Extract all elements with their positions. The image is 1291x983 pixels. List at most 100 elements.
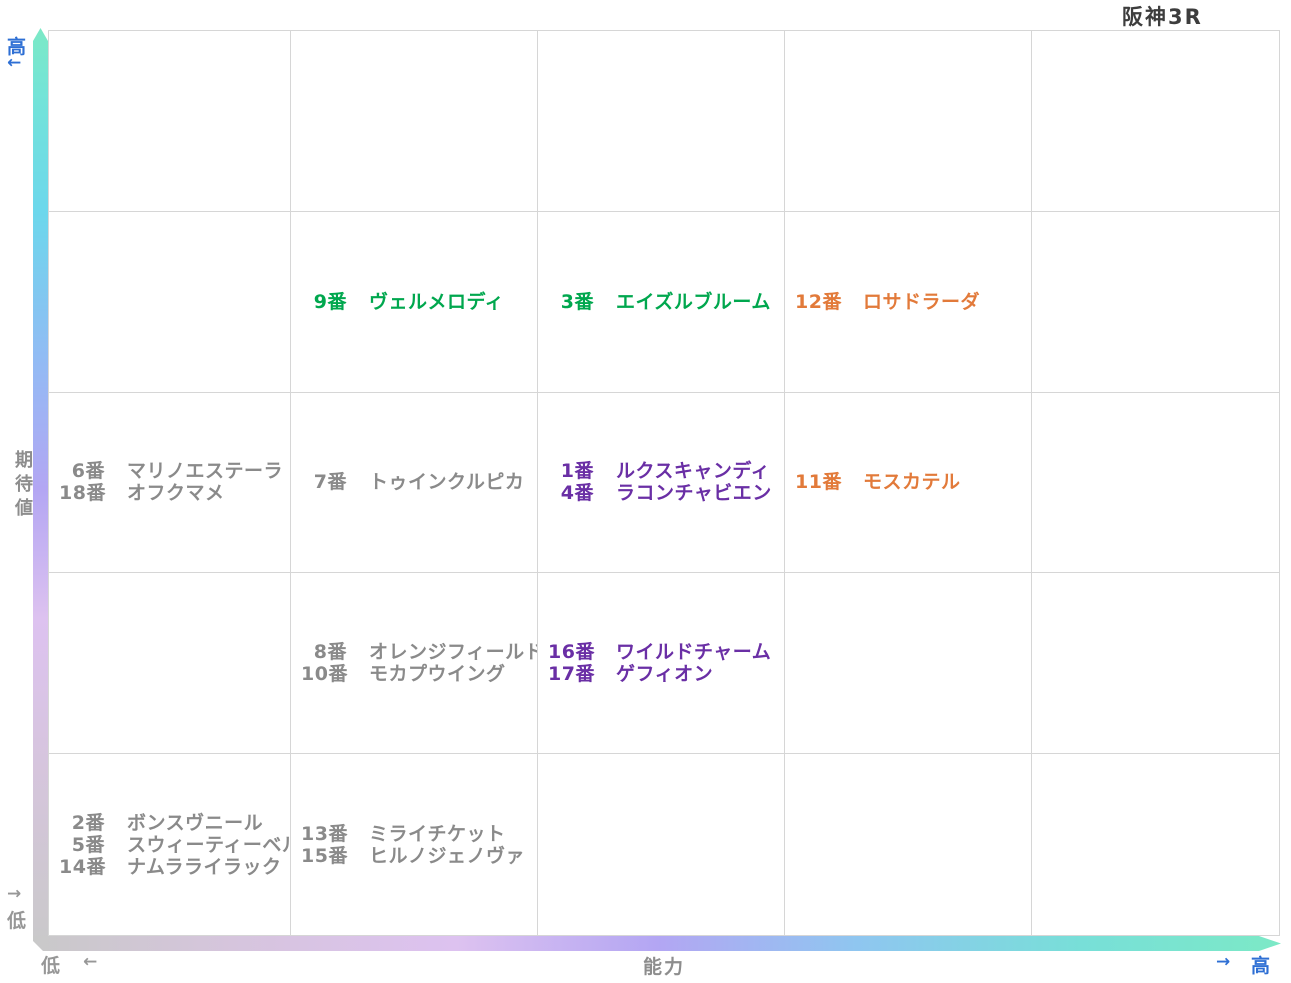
- grid-cell-r4c3: 16番 ワイルドチャーム 17番 ゲフィオン: [538, 573, 785, 755]
- horse-number: 6番: [71, 460, 105, 483]
- x-axis-title: 能力: [642, 956, 685, 978]
- grid-cell-r5c1: 2番 ボンスヴニール 5番 スウィーティーベル 14番 ナムラライラック: [49, 754, 291, 935]
- horse-number: 2番: [71, 811, 105, 834]
- x-axis-right-arrow-icon: →: [1216, 952, 1231, 972]
- grid-cell-r3c4: 11番 モスカテル: [785, 392, 1032, 574]
- horse-group: 11番 モスカテル: [795, 471, 1031, 493]
- page-title: 阪神3R: [1122, 5, 1203, 29]
- horse-group: 12番 ロサドラーダ: [795, 291, 1031, 313]
- grid-cell-r1c2: [291, 31, 538, 212]
- y-axis-title: 期待値: [12, 450, 33, 522]
- grid-cell-r2c3: 3番 エイズルブルーム: [538, 211, 785, 393]
- horse-name: ワイルドチャーム: [616, 641, 772, 664]
- grid: 9番 ヴェルメロディ 3番 エイズルブルーム 12番 ロサドラーダ 6番 マリノエステーラ 18…: [48, 30, 1280, 936]
- grid-cell-r5c2: 13番 ミライチケット 15番 ヒルノジェノヴァ: [291, 754, 538, 935]
- horse-group: 13番 ミライチケット 15番 ヒルノジェノヴァ: [301, 823, 537, 867]
- horse-number: 15番: [301, 844, 348, 867]
- horse-entry: 10番 モカプウイング: [301, 663, 537, 685]
- grid-cell-r1c1: [49, 31, 291, 212]
- grid-cell-r2c1: [49, 211, 291, 393]
- horse-number: 16番: [548, 641, 595, 664]
- grid-cell-r4c2: 8番 オレンジフィールド 10番 モカプウイング: [291, 573, 538, 755]
- horse-name: オレンジフィールド: [369, 641, 538, 664]
- horse-name: ロサドラーダ: [863, 290, 981, 313]
- horse-entry: 11番 モスカテル: [795, 471, 1031, 493]
- horse-name: スウィーティーベル: [127, 833, 291, 856]
- grid-cell-r4c1: [49, 573, 291, 755]
- horse-entry: 7番 トゥインクルピカ: [301, 471, 537, 493]
- horse-entry: 1番 ルクスキャンディ: [548, 460, 784, 482]
- horse-entry: 6番 マリノエステーラ: [59, 460, 290, 482]
- horse-name: ボンスヴニール: [127, 811, 264, 834]
- horse-entry: 13番 ミライチケット: [301, 823, 537, 845]
- horse-number: 8番: [313, 641, 347, 664]
- horse-group: 9番 ヴェルメロディ: [301, 291, 537, 313]
- y-axis-up-arrow-icon: ←: [7, 53, 22, 73]
- grid-cell-r5c4: [785, 754, 1032, 935]
- horse-entry: 12番 ロサドラーダ: [795, 291, 1031, 313]
- horse-name: モスカテル: [863, 471, 961, 494]
- horse-number: 5番: [71, 833, 105, 856]
- horse-name: ヴェルメロディ: [369, 290, 505, 313]
- horse-group: 16番 ワイルドチャーム 17番 ゲフィオン: [548, 641, 784, 685]
- horse-entry: 8番 オレンジフィールド: [301, 641, 537, 663]
- horse-name: ゲフィオン: [616, 663, 714, 686]
- horse-entry: 5番 スウィーティーベル: [59, 834, 290, 856]
- grid-cell-r3c1: 6番 マリノエステーラ 18番 オフクマメ: [49, 392, 291, 574]
- x-axis-high-label: 高: [1251, 955, 1271, 977]
- horse-entry: 15番 ヒルノジェノヴァ: [301, 845, 537, 867]
- horse-entry: 16番 ワイルドチャーム: [548, 641, 784, 663]
- grid-cell-r3c5: [1032, 393, 1279, 574]
- horse-group: 8番 オレンジフィールド 10番 モカプウイング: [301, 641, 537, 685]
- horse-name: オフクマメ: [127, 482, 225, 505]
- horse-number: 17番: [548, 663, 595, 686]
- axis-corner-bevel: [33, 941, 43, 951]
- y-axis-high-label: 高: [7, 36, 27, 58]
- grid-cell-r2c4: 12番 ロサドラーダ: [785, 211, 1032, 393]
- grid-cell-r4c5: [1032, 573, 1279, 755]
- grid-cell-r3c3: 1番 ルクスキャンディ 4番 ラコンチャビエン: [538, 392, 785, 574]
- grid-cell-r5c3: [538, 754, 785, 935]
- y-axis-low-label: 低: [7, 910, 27, 932]
- grid-cell-r1c4: [785, 31, 1032, 212]
- horse-entry: 2番 ボンスヴニール: [59, 812, 290, 834]
- grid-cell-r1c5: [1032, 31, 1279, 212]
- horse-group: 2番 ボンスヴニール 5番 スウィーティーベル 14番 ナムラライラック: [59, 812, 290, 878]
- horse-number: 11番: [795, 471, 842, 494]
- horse-number: 14番: [59, 855, 106, 878]
- horse-name: ヒルノジェノヴァ: [369, 844, 526, 867]
- horse-name: ミライチケット: [369, 822, 506, 845]
- horse-entry: 9番 ヴェルメロディ: [301, 291, 537, 313]
- x-axis-bar: [33, 936, 1281, 951]
- horse-number: 18番: [59, 482, 106, 505]
- horse-number: 4番: [560, 482, 594, 505]
- grid-cell-r2c2: 9番 ヴェルメロディ: [291, 211, 538, 393]
- horse-name: マリノエステーラ: [127, 460, 284, 483]
- horse-entry: 3番 エイズルブルーム: [548, 291, 784, 313]
- horse-group: 1番 ルクスキャンディ 4番 ラコンチャビエン: [548, 460, 784, 504]
- grid-cell-r5c5: [1032, 754, 1279, 935]
- horse-entry: 18番 オフクマメ: [59, 482, 290, 504]
- horse-entry: 17番 ゲフィオン: [548, 663, 784, 685]
- horse-name: トゥインクルピカ: [369, 471, 525, 494]
- horse-name: エイズルブルーム: [616, 290, 771, 313]
- horse-name: ナムラライラック: [127, 855, 282, 878]
- grid-cell-r1c3: [538, 31, 785, 212]
- horse-number: 3番: [560, 290, 594, 313]
- horse-name: ルクスキャンディ: [616, 460, 771, 483]
- horse-number: 9番: [313, 290, 347, 313]
- x-axis-left-arrow-icon: ←: [83, 952, 98, 972]
- horse-number: 12番: [795, 290, 842, 313]
- horse-group: 7番 トゥインクルピカ: [301, 471, 537, 493]
- horse-entry: 14番 ナムラライラック: [59, 856, 290, 878]
- grid-cell-r3c2: 7番 トゥインクルピカ: [291, 392, 538, 574]
- horse-number: 1番: [560, 460, 594, 483]
- horse-name: モカプウイング: [369, 663, 506, 686]
- y-axis-down-arrow-icon: →: [7, 884, 22, 904]
- horse-number: 13番: [301, 822, 348, 845]
- grid-cell-r4c4: [785, 573, 1032, 755]
- horse-number: 10番: [301, 663, 348, 686]
- horse-group: 6番 マリノエステーラ 18番 オフクマメ: [59, 460, 290, 504]
